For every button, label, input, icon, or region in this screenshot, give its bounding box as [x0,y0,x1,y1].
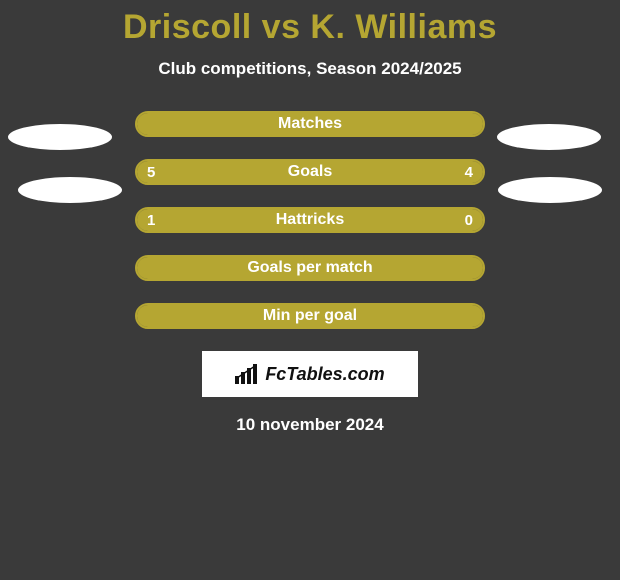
bar-label: Goals [135,159,485,185]
logo-box: FcTables.com [202,351,418,397]
page-title: Driscoll vs K. Williams [0,0,620,47]
stat-row: Min per goal [135,303,485,329]
bar-label: Min per goal [135,303,485,329]
bar-value-right: 0 [465,207,473,233]
bar-value-right: 4 [465,159,473,185]
bar-label: Goals per match [135,255,485,281]
stat-row: Hattricks1 0 [135,207,485,233]
stat-row: Goals per match [135,255,485,281]
stat-row: Matches [135,111,485,137]
subtitle: Club competitions, Season 2024/2025 [0,59,620,79]
decorative-ellipse [18,177,122,203]
bar-label: Hattricks [135,207,485,233]
bars-icon [235,364,259,384]
bar-label: Matches [135,111,485,137]
bar-value-left: 1 [147,207,155,233]
bar-value-left: 5 [147,159,155,185]
decorative-ellipse [498,177,602,203]
decorative-ellipse [497,124,601,150]
decorative-ellipse [8,124,112,150]
date-label: 10 november 2024 [0,415,620,435]
logo-text: FcTables.com [265,364,384,385]
stat-row: Goals5 4 [135,159,485,185]
